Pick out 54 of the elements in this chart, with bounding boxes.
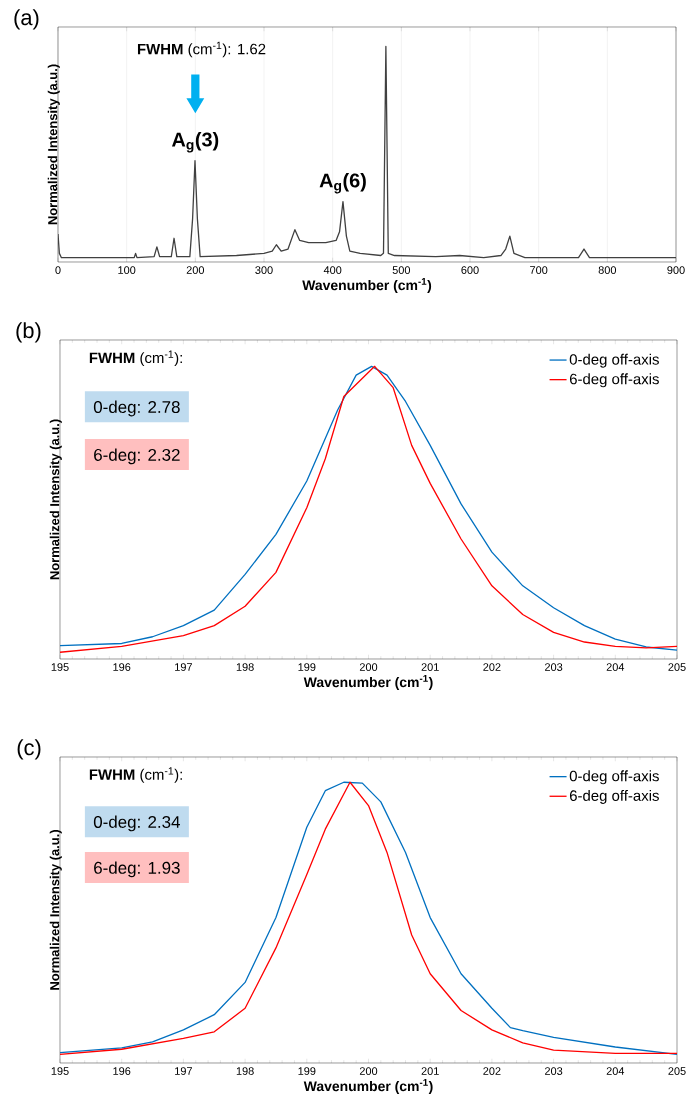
annotation: A$_{g}$(6) — [319, 172, 366, 194]
x-tick-label: 199 — [298, 1067, 316, 1075]
legend-label: 0-deg off-axis — [569, 353, 659, 368]
chart-title: (c) — [17, 739, 41, 760]
x-tick-label: 205 — [668, 663, 686, 671]
y-axis-title: Normalized Intensity (a.u.) — [49, 419, 62, 580]
text: FWHM (cm$^{-1}$): — [89, 350, 182, 367]
x-tick-label: 197 — [175, 663, 192, 671]
annotation: 0-deg: 2.78 — [93, 400, 180, 417]
x-tick-label: 198 — [236, 1067, 254, 1075]
chart-title: (b) — [16, 322, 41, 343]
x-tick-label: 300 — [255, 266, 273, 274]
legend-label: 6-deg off-axis — [569, 373, 659, 388]
x-tick-label: 196 — [113, 663, 131, 671]
legend-label: 0-deg off-axis — [569, 770, 659, 785]
x-tick-label: 100 — [118, 266, 136, 274]
annotation: 6-deg: 2.32 — [94, 448, 180, 465]
y-axis-title: Normalized Intensity (a.u.) — [49, 830, 62, 990]
x-tick-label: 202 — [483, 663, 501, 671]
x-tick-label: 201 — [421, 1067, 439, 1075]
x-tick-label: 200 — [186, 266, 204, 274]
x-tick-label: 202 — [483, 1067, 501, 1075]
annotation: A$_{g}$(3) — [171, 131, 219, 153]
x-tick-label: 200 — [359, 1067, 378, 1075]
annotation: 6-deg: 1.93 — [94, 861, 180, 878]
legend-label: 6-deg off-axis — [569, 789, 659, 804]
x-tick-label: 201 — [421, 663, 439, 671]
x-tick-label: 195 — [51, 663, 69, 671]
y-axis-title: Normalized Intensity (a.u.) — [47, 64, 60, 225]
x-tick-label: 204 — [606, 1067, 625, 1075]
x-tick-label: 700 — [530, 266, 548, 274]
chart-title: (a) — [14, 9, 39, 30]
x-tick-label: 0 — [55, 266, 61, 274]
x-tick-label: 198 — [236, 663, 254, 671]
x-tick-label: 204 — [606, 663, 625, 671]
x-tick-label: 900 — [667, 266, 685, 274]
x-tick-label: 197 — [175, 1067, 192, 1075]
x-tick-label: 500 — [392, 266, 410, 274]
x-tick-label: 200 — [359, 663, 378, 671]
annotation: 0-deg: 2.34 — [93, 815, 180, 832]
annotation: FWHM (cm$^{-1}$): 1.62 — [137, 41, 266, 58]
x-axis-title: Wavenumber (cm$^{-1}$) — [303, 1079, 433, 1094]
x-tick-label: 199 — [298, 663, 316, 671]
x-tick-label: 203 — [544, 1067, 563, 1075]
x-tick-label: 800 — [598, 266, 616, 274]
annotation: FWHM (cm$^{-1}$): — [89, 767, 182, 783]
x-tick-label: 203 — [544, 663, 563, 671]
x-tick-label: 195 — [51, 1067, 69, 1075]
x-tick-label: 205 — [668, 1067, 686, 1075]
x-tick-label: 600 — [461, 266, 479, 274]
x-tick-label: 196 — [113, 1067, 131, 1075]
x-tick-label: 400 — [323, 266, 342, 274]
x-axis-title: Wavenumber (cm$^{-1}$) — [303, 675, 433, 690]
x-axis-title: Wavenumber (cm$^{-1}$) — [302, 278, 432, 293]
